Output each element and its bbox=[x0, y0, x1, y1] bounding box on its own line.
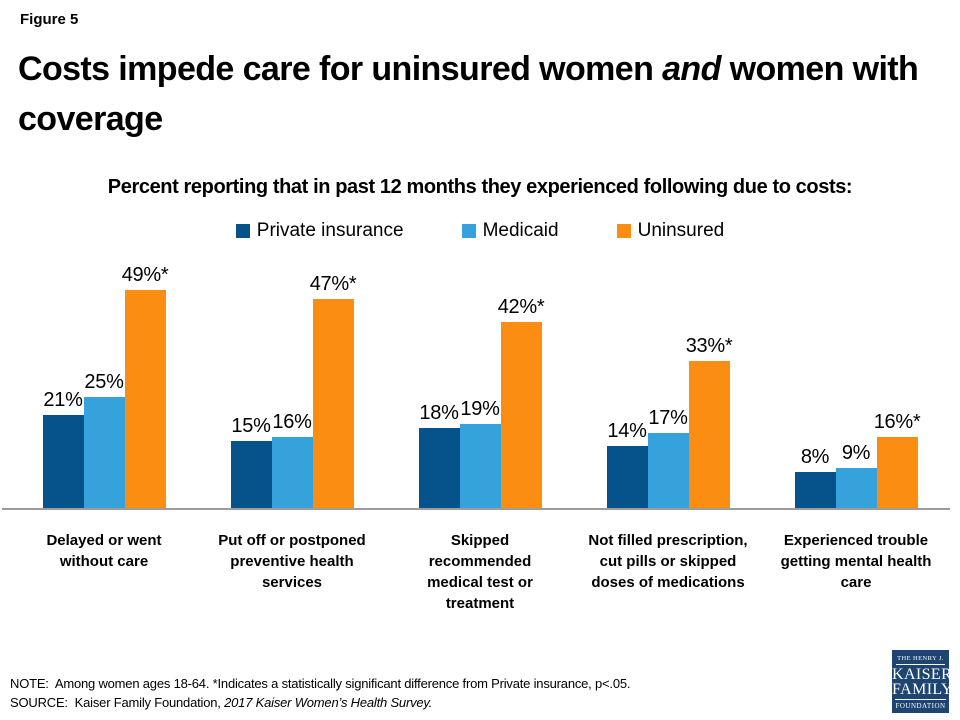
bar-value-label: 47%* bbox=[309, 273, 357, 295]
category-label-line: care bbox=[840, 574, 872, 591]
bar-cluster: 18% 19% 42%* bbox=[418, 296, 545, 508]
legend-item-private-insurance: Private insurance bbox=[235, 220, 404, 242]
logo-line-family: FAMILY bbox=[892, 681, 953, 698]
legend-item-uninsured: Uninsured bbox=[616, 220, 725, 242]
logo-line-kaiser: KAISER bbox=[892, 666, 953, 683]
legend-label: Medicaid bbox=[482, 220, 559, 241]
category-label-4: Not filled prescription, cut pills or ski… bbox=[574, 530, 762, 614]
category-label-line: Not filled prescription, bbox=[588, 532, 748, 549]
bar-value-label: 33%* bbox=[685, 335, 733, 357]
category-label-line: preventive health bbox=[230, 553, 354, 570]
bar-uninsured: 16%* bbox=[874, 411, 921, 508]
bar-private-insurance: 8% bbox=[794, 446, 836, 508]
bar-uninsured: 47%* bbox=[310, 273, 357, 508]
legend-item-medicaid: Medicaid bbox=[461, 220, 559, 242]
bar-medicaid: 17% bbox=[647, 407, 689, 508]
category-label-line: treatment bbox=[445, 595, 515, 612]
legend-swatch-uninsured bbox=[616, 224, 631, 238]
bar-medicaid: 19% bbox=[459, 398, 501, 508]
note-line: NOTE: Among women ages 18-64. *Indicates… bbox=[10, 674, 631, 693]
legend-label: Private insurance bbox=[256, 220, 404, 241]
category-axis-labels: Delayed or went without care Put off or po… bbox=[10, 530, 950, 614]
source-text: Kaiser Family Foundation, bbox=[74, 695, 221, 710]
bar-value-label: 25% bbox=[84, 371, 124, 393]
bar-value-label: 19% bbox=[460, 398, 500, 420]
source-label: SOURCE: bbox=[10, 695, 68, 710]
bar-medicaid: 9% bbox=[835, 442, 877, 508]
legend-swatch-private-insurance bbox=[235, 224, 250, 238]
bar-value-label: 14% bbox=[607, 420, 647, 442]
bar-value-label: 8% bbox=[800, 446, 830, 468]
bar-private-insurance: 18% bbox=[418, 402, 460, 508]
bar-cluster: 14% 17% 33%* bbox=[606, 335, 733, 508]
bar-cluster: 8% 9% 16%* bbox=[794, 411, 921, 508]
bar-value-label: 21% bbox=[43, 389, 83, 411]
bar-uninsured: 33%* bbox=[686, 335, 733, 508]
bar-value-label: 9% bbox=[841, 442, 871, 464]
bar-value-label: 17% bbox=[648, 407, 688, 429]
kff-logo: THE HENRY J. KAISER FAMILY FOUNDATION bbox=[892, 650, 953, 713]
note-label: NOTE: bbox=[10, 676, 49, 691]
logo-line-henry: THE HENRY J. bbox=[896, 655, 945, 665]
page-title: Costs impede care for uninsured women an… bbox=[18, 44, 948, 144]
category-label-line: doses of medications bbox=[591, 574, 745, 591]
legend-label: Uninsured bbox=[637, 220, 725, 241]
bar-value-label: 15% bbox=[231, 415, 271, 437]
category-label-1: Delayed or went without care bbox=[10, 530, 198, 614]
category-label-line: Skipped bbox=[450, 532, 510, 549]
bar-chart: 21% 25% 49%* 15% 16% 47%* 18% 19% 42%* 14% 17% 33%*… bbox=[2, 262, 950, 614]
footnote: NOTE: Among women ages 18-64. *Indicates… bbox=[10, 674, 631, 712]
bar-value-label: 42%* bbox=[497, 296, 545, 318]
plot-area: 21% 25% 49%* 15% 16% 47%* 18% 19% 42%* 14% 17% 33%*… bbox=[10, 262, 950, 508]
bar-cluster: 21% 25% 49%* bbox=[42, 264, 169, 508]
chart-subtitle: Percent reporting that in past 12 months… bbox=[107, 176, 853, 198]
bar-group-3: 18% 19% 42%* bbox=[386, 262, 574, 508]
category-label-2: Put off or postponed preventive health ser… bbox=[198, 530, 386, 614]
chart-legend: Private insurance Medicaid Uninsured bbox=[0, 220, 960, 242]
bar-medicaid: 16% bbox=[271, 411, 313, 508]
bar-value-label: 49%* bbox=[121, 264, 169, 286]
category-label-3: Skipped recommended medical test or treatme… bbox=[386, 530, 574, 614]
bar-uninsured: 49%* bbox=[122, 264, 169, 508]
bar-cluster: 15% 16% 47%* bbox=[230, 273, 357, 508]
title-text: Costs impede care for uninsured women bbox=[18, 50, 663, 88]
note-text: Among women ages 18-64. *Indicates a sta… bbox=[54, 676, 631, 691]
category-label-line: Delayed or went bbox=[46, 532, 162, 549]
bar-value-label: 16%* bbox=[873, 411, 921, 433]
bar-group-1: 21% 25% 49%* bbox=[10, 262, 198, 508]
category-label-line: medical test or bbox=[427, 574, 533, 591]
bar-private-insurance: 21% bbox=[42, 389, 84, 508]
category-label-line: without care bbox=[59, 553, 149, 570]
bar-private-insurance: 14% bbox=[606, 420, 648, 508]
bar-group-2: 15% 16% 47%* bbox=[198, 262, 386, 508]
category-label-line: Put off or postponed bbox=[218, 532, 366, 549]
bar-group-4: 14% 17% 33%* bbox=[574, 262, 762, 508]
figure-label: Figure 5 bbox=[20, 11, 79, 28]
title-text-end: women with coverage bbox=[18, 50, 919, 138]
category-label-line: cut pills or skipped bbox=[599, 553, 737, 570]
category-label-line: Experienced trouble bbox=[783, 532, 929, 549]
category-label-5: Experienced trouble getting mental health… bbox=[762, 530, 950, 614]
bar-medicaid: 25% bbox=[83, 371, 125, 508]
category-label-line: recommended bbox=[428, 553, 532, 570]
source-citation: 2017 Kaiser Women’s Health Survey. bbox=[224, 695, 433, 710]
bar-uninsured: 42%* bbox=[498, 296, 545, 508]
legend-swatch-medicaid bbox=[461, 224, 476, 238]
source-line: SOURCE: Kaiser Family Foundation, 2017 K… bbox=[10, 693, 630, 712]
bar-group-5: 8% 9% 16%* bbox=[762, 262, 950, 508]
logo-line-foundation: FOUNDATION bbox=[895, 699, 946, 710]
bar-value-label: 18% bbox=[419, 402, 459, 424]
title-italic-text: and bbox=[662, 50, 721, 88]
category-label-line: getting mental health bbox=[780, 553, 932, 570]
x-axis-line bbox=[2, 508, 950, 510]
bar-private-insurance: 15% bbox=[230, 415, 272, 508]
category-label-line: services bbox=[261, 574, 323, 591]
bar-value-label: 16% bbox=[272, 411, 312, 433]
